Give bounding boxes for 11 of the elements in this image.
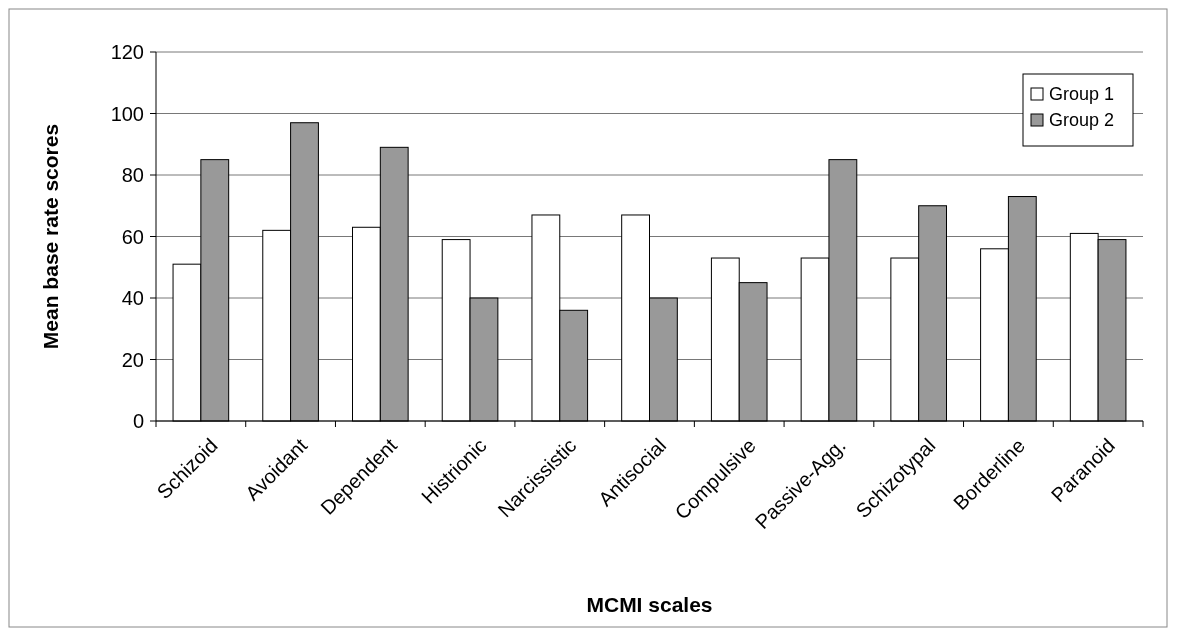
y-tick-label: 100 bbox=[110, 102, 144, 125]
y-tick-label: 60 bbox=[121, 225, 144, 248]
y-tick-label: 20 bbox=[121, 348, 144, 371]
y-tick-label: 80 bbox=[121, 164, 144, 186]
y-tick-label: 0 bbox=[132, 410, 144, 432]
y-tick-label: 40 bbox=[121, 287, 144, 309]
y-axis-title: Mean base rate scores bbox=[39, 123, 62, 350]
legend-label: Group 1 bbox=[1049, 84, 1115, 105]
legend-label: Group 2 bbox=[1049, 110, 1115, 131]
y-tick-label: 120 bbox=[110, 41, 144, 63]
x-axis-title: MCMI scales bbox=[586, 593, 713, 616]
